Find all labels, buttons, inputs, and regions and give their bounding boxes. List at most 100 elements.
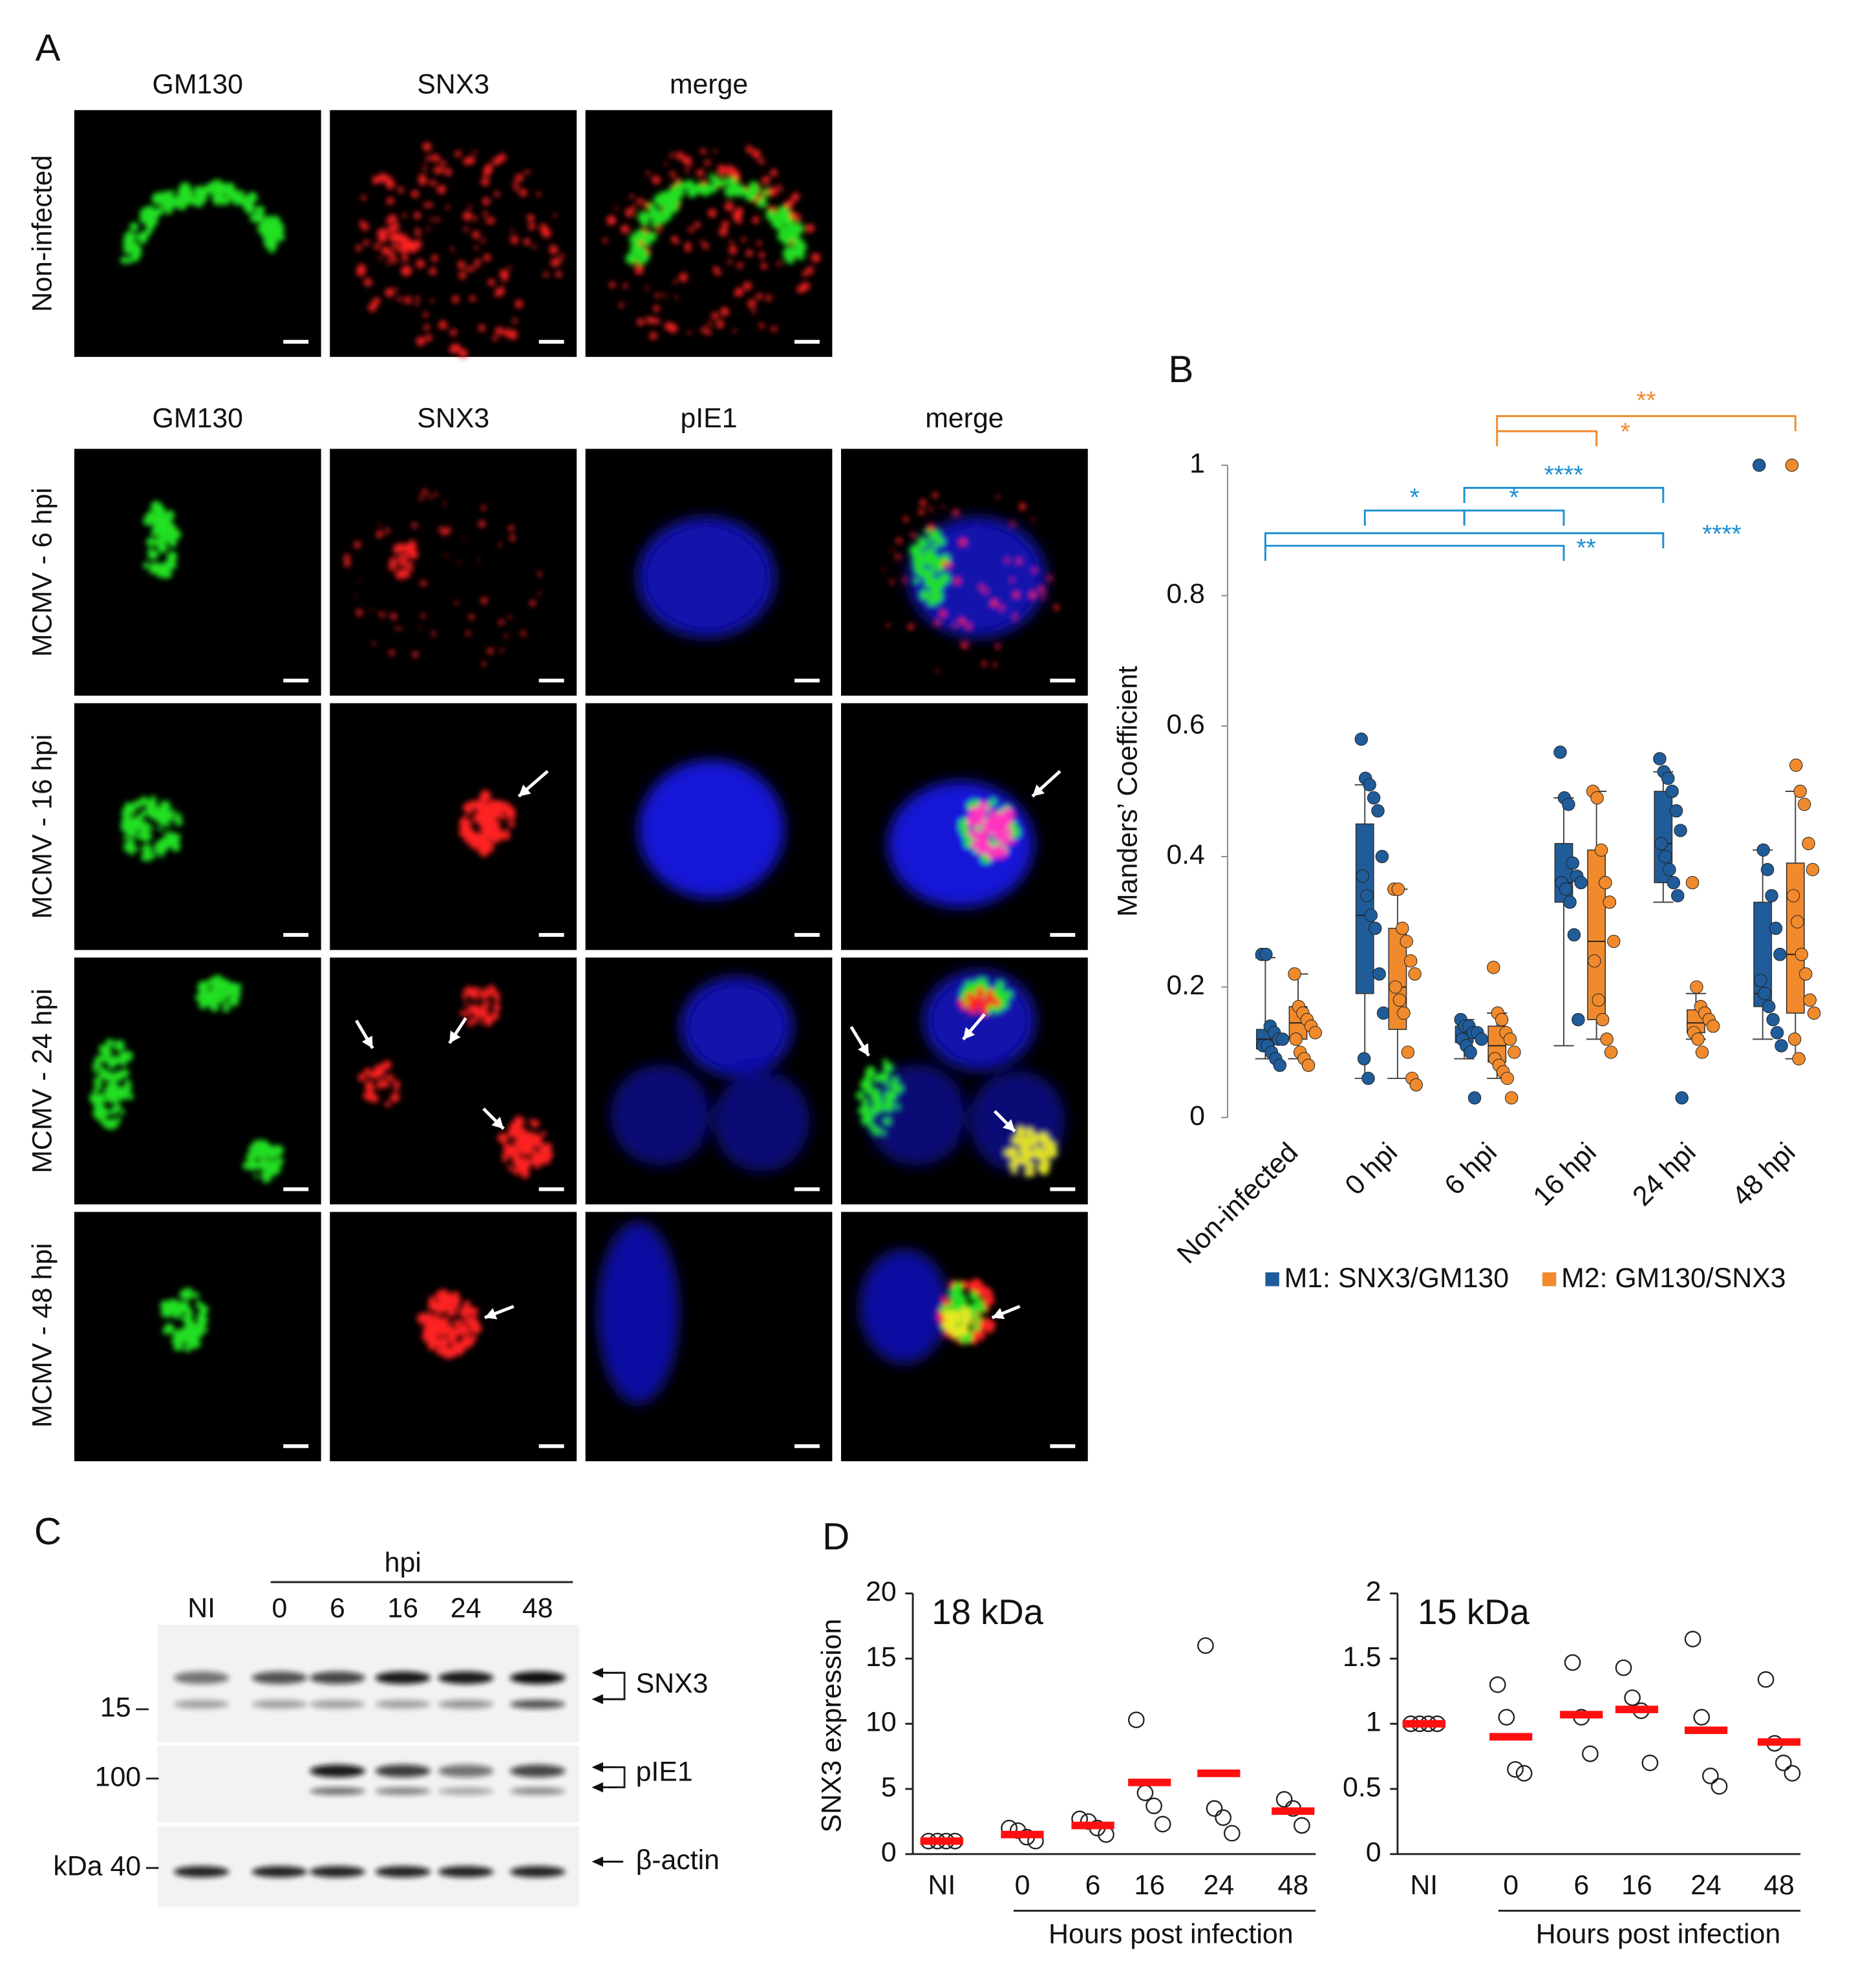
signal (625, 208, 634, 217)
signal (1032, 568, 1037, 573)
signal (438, 526, 444, 533)
signal (668, 323, 678, 333)
data-point (1590, 791, 1604, 805)
signal (919, 499, 926, 506)
data-point (1787, 1032, 1802, 1046)
data-point (1367, 791, 1381, 805)
signal (1027, 1161, 1035, 1169)
signal (440, 168, 445, 173)
signal (996, 831, 1001, 837)
micrograph (74, 449, 321, 696)
signal (502, 815, 507, 820)
micrograph-signal (417, 1289, 482, 1360)
signal (371, 1095, 379, 1103)
signal (411, 522, 418, 529)
y-tick-label: 0.4 (1166, 839, 1205, 870)
signal (1008, 809, 1014, 816)
signal (511, 1144, 515, 1148)
signal (719, 179, 727, 187)
row-label: Non-infected (27, 155, 58, 312)
signal (863, 1084, 869, 1090)
signal (918, 509, 925, 515)
signal (103, 1047, 112, 1056)
signal (1033, 1143, 1039, 1148)
signal (1039, 586, 1045, 593)
panel-label: C (34, 1511, 61, 1553)
signal (493, 992, 500, 999)
signal (623, 283, 628, 288)
data-point (1475, 1032, 1489, 1046)
signal (430, 180, 436, 186)
signal (418, 176, 427, 186)
signal (760, 262, 767, 270)
x-tick-label: 0 (1015, 1870, 1030, 1901)
signal (636, 246, 648, 258)
signal (378, 612, 381, 615)
signal (454, 1293, 459, 1298)
signal (961, 1298, 968, 1306)
data-point (1667, 876, 1681, 890)
data-point (1793, 784, 1807, 798)
signal (452, 295, 460, 303)
micrograph-signal (120, 179, 285, 264)
signal (355, 595, 357, 599)
signal (416, 259, 425, 268)
signal (855, 1091, 864, 1100)
signal (448, 1327, 460, 1338)
signal (199, 1305, 209, 1314)
data-point (1695, 1045, 1709, 1059)
y-tick-label: 0 (1189, 1100, 1205, 1131)
signal (361, 226, 366, 231)
signal (749, 181, 758, 190)
blot-band (375, 1787, 431, 1795)
y-tick-label: 1 (1189, 448, 1205, 479)
signal (481, 824, 492, 835)
column-header: SNX3 (417, 403, 489, 434)
signal (699, 240, 705, 244)
signal (524, 238, 531, 246)
signal (376, 535, 379, 537)
signal (943, 553, 948, 558)
signal (356, 266, 366, 277)
signal (437, 1338, 443, 1345)
signal (504, 1146, 509, 1150)
arrow-head (518, 784, 531, 797)
signal (675, 178, 681, 184)
micrograph (330, 110, 577, 358)
signal (466, 266, 473, 272)
signal (1005, 559, 1010, 562)
x-tick-label: Non-infected (1171, 1137, 1305, 1270)
signal (995, 846, 1007, 858)
signal (510, 229, 514, 233)
signal (157, 826, 163, 831)
signal (865, 1066, 876, 1076)
signal (629, 194, 634, 199)
blot-band (310, 1866, 365, 1877)
signal (431, 631, 436, 636)
data-point (1562, 797, 1575, 811)
signal (182, 1334, 191, 1342)
row-label: MCMV - 6 hpi (27, 487, 58, 657)
signal (931, 541, 935, 546)
signal (465, 631, 471, 636)
signal (224, 983, 233, 991)
signal (767, 211, 778, 222)
micrograph-signal (343, 489, 542, 667)
signal (670, 171, 676, 177)
blot-band (509, 1787, 566, 1795)
signal (147, 809, 157, 819)
signal (139, 828, 147, 837)
signal (959, 1292, 966, 1299)
signal (389, 557, 398, 565)
signal (145, 218, 156, 230)
signal (464, 226, 469, 232)
data-point (1784, 1764, 1801, 1782)
signal (213, 1001, 219, 1008)
signal (482, 211, 488, 217)
micrograph-signal (882, 492, 1060, 673)
signal (443, 502, 447, 506)
signal (399, 627, 403, 631)
micrograph-signal (357, 985, 553, 1179)
signal (390, 614, 394, 618)
signal (508, 820, 515, 828)
